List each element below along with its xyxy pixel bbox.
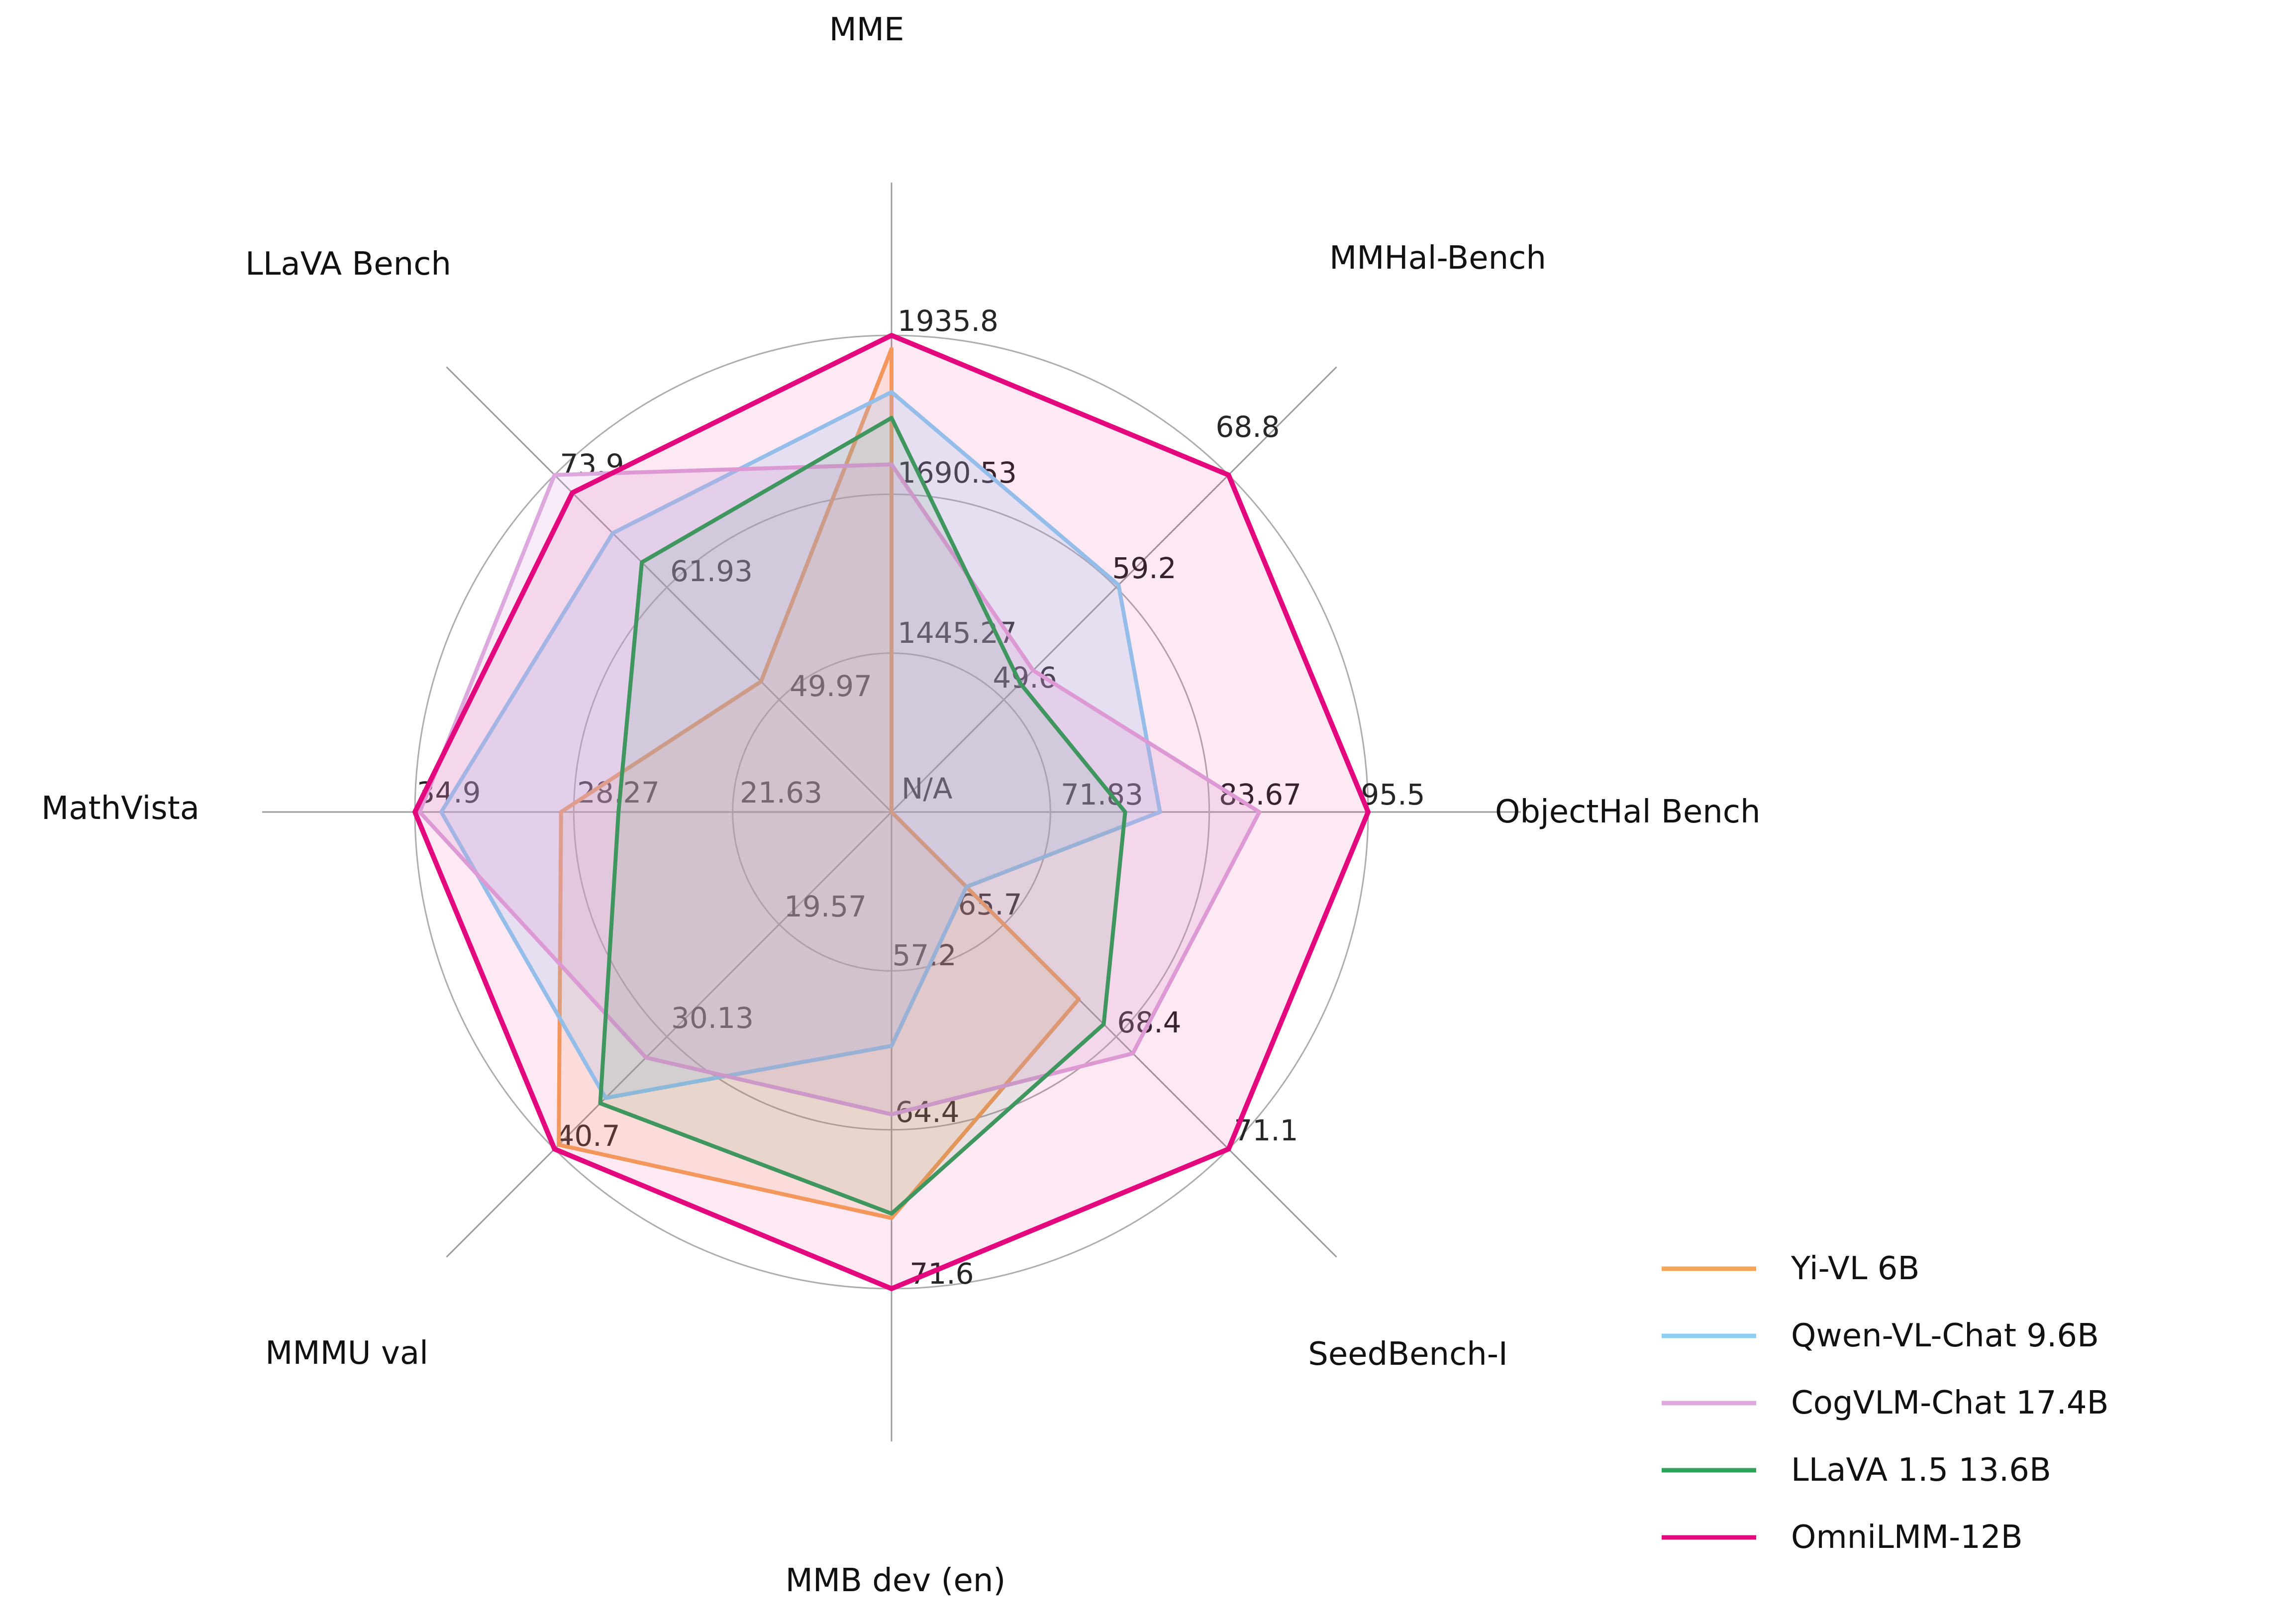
tick-label-llava-bench-1: 49.97 [790,669,872,703]
legend-label-llava-1-5-13-6b: LLaVA 1.5 13.6B [1791,1452,2051,1489]
center-na-label: N/A [901,772,953,806]
axis-title-mathvista: MathVista [41,790,199,827]
tick-label-llava-bench-2: 61.93 [670,554,753,588]
legend-label-cogvlm-chat-17-4b: CogVLM-Chat 17.4B [1791,1385,2109,1421]
legend-label-omnilmm-12b: OmniLMM-12B [1791,1519,2023,1556]
axis-title-mme: MME [829,11,904,48]
tick-label-mmhal-bench-3: 68.8 [1215,410,1280,444]
axis-title-seedbench-i: SeedBench-I [1308,1336,1508,1373]
radar-spoke-mmhal-bench [891,366,1337,813]
tick-label-mmhal-bench-2: 59.2 [1112,551,1176,585]
tick-label-mathvista-1: 21.63 [740,776,822,810]
axis-title-layer: MME MMHal-Bench ObjectHal Bench SeedBench-I… [41,11,1760,1599]
legend: Yi-VL 6B Qwen-VL-Chat 9.6B CogVLM-Chat 17.… [1662,1250,2109,1556]
legend-item-cogvlm-chat-17-4b: CogVLM-Chat 17.4B [1662,1385,2109,1421]
tick-label-mmmu-val-2: 30.13 [671,1001,754,1035]
series-layer [412,333,1371,1291]
series-polygon-cogvlm-chat-17-4b [417,462,1262,1116]
tick-label-seedbench-i-1: 65.7 [958,888,1022,921]
legend-item-llava-1-5-13-6b: LLaVA 1.5 13.6B [1662,1452,2051,1489]
series-polygon-omnilmm-12b [412,333,1371,1291]
axis-title-objecthal-bench: ObjectHal Bench [1495,794,1761,830]
axis-title-llava-bench: LLaVA Bench [245,246,451,283]
legend-label-qwen-vl-chat-9-6b: Qwen-VL-Chat 9.6B [1791,1318,2099,1354]
series-polygon-llava-1-5-13-6b [598,415,1127,1216]
tick-label-mmmu-val-1: 19.57 [784,890,867,923]
tick-label-mmb-dev-en-3: 71.6 [909,1257,974,1291]
axis-title-mmmu-val: MMMU val [265,1335,428,1372]
axis-title-mmb-dev-en: MMB dev (en) [786,1562,1006,1599]
axis-title-mmhal-bench: MMHal-Bench [1329,240,1546,277]
series-polygon-yi-vl-6b [557,347,1081,1220]
legend-item-qwen-vl-chat-9-6b: Qwen-VL-Chat 9.6B [1662,1318,2099,1354]
legend-label-yi-vl-6b: Yi-VL 6B [1791,1250,1919,1287]
radar-spoke-mmmu-val [446,811,893,1258]
tick-label-mme-3: 1935.8 [897,304,998,338]
legend-item-yi-vl-6b: Yi-VL 6B [1662,1250,1919,1287]
tick-label-mmb-dev-en-1: 57.2 [892,938,956,972]
radar-spoke-llava-bench [446,366,893,813]
tick-label-seedbench-i-3: 71.1 [1234,1114,1298,1147]
legend-item-omnilmm-12b: OmniLMM-12B [1662,1519,2023,1556]
tick-label-objecthal-bench-3: 95.5 [1361,778,1425,812]
series-polygon-qwen-vl-chat-9-6b [439,390,1162,1100]
